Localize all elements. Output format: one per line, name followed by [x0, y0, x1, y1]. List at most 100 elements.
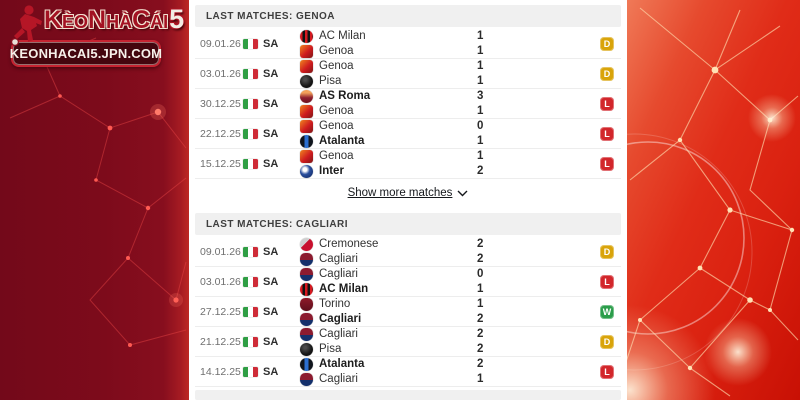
- team-score: 2: [477, 253, 484, 265]
- section-title: LAST MATCHES: GENOA: [206, 10, 335, 22]
- league-code: SA: [263, 157, 279, 170]
- match-row[interactable]: 14.12.25 SA Atalanta 2 Cagliari 1 L: [195, 357, 621, 387]
- genoa-logo-icon: [300, 104, 313, 118]
- league-code: SA: [263, 365, 279, 378]
- site-branding[interactable]: KèoNhàCái 5 KEONHACAI5.JPN.COM: [8, 5, 186, 67]
- as-roma-logo-icon: [300, 89, 313, 103]
- team-name: Genoa: [319, 150, 354, 162]
- italy-flag-icon: [243, 366, 258, 377]
- team-name: Cremonese: [319, 238, 379, 250]
- result-badge: D: [600, 66, 614, 81]
- match-date: 30.12.25: [200, 97, 241, 110]
- team-name: AC Milan: [319, 283, 369, 295]
- italy-flag-icon: [243, 158, 258, 169]
- result-badge: D: [600, 36, 614, 51]
- team-line: Cagliari 2: [300, 312, 621, 326]
- domain-badge[interactable]: KEONHACAI5.JPN.COM: [10, 40, 162, 67]
- teams-cell: Torino 1 Cagliari 2: [300, 297, 621, 326]
- match-date: 03.01.26: [200, 67, 241, 80]
- league-cell: SA: [243, 246, 300, 258]
- cagliari-logo-icon: [300, 252, 313, 266]
- match-date: 03.01.26: [200, 275, 241, 288]
- result-badge: D: [600, 334, 614, 349]
- team-name: AS Roma: [319, 90, 371, 102]
- team-score: 2: [477, 343, 484, 355]
- italy-flag-icon: [243, 246, 258, 257]
- match-row[interactable]: 15.12.25 SA Genoa 1 Inter 2 L: [195, 149, 621, 179]
- match-date: 22.12.25: [200, 127, 241, 140]
- team-score: 1: [477, 135, 484, 147]
- match-row[interactable]: 27.12.25 SA Torino 1 Cagliari 2 W: [195, 297, 621, 327]
- team-name: Genoa: [319, 60, 354, 72]
- match-date: 21.12.25: [200, 335, 241, 348]
- league-cell: SA: [243, 38, 300, 50]
- team-score: 3: [477, 90, 484, 102]
- cremonese-logo-icon: [300, 237, 313, 251]
- teams-cell: Genoa 0 Atalanta 1: [300, 119, 621, 148]
- team-name: Genoa: [319, 105, 354, 117]
- teams-cell: Genoa 1 Inter 2: [300, 149, 621, 178]
- match-row[interactable]: 22.12.25 SA Genoa 0 Atalanta 1 L: [195, 119, 621, 149]
- team-line: Genoa 1: [300, 44, 621, 58]
- team-line: Pisa 2: [300, 342, 621, 356]
- team-name: Inter: [319, 165, 344, 177]
- ac-milan-logo-icon: [300, 29, 313, 43]
- section-title: LAST MATCHES: CAGLIARI: [206, 218, 348, 230]
- team-name: Pisa: [319, 343, 342, 355]
- team-line: Cagliari 2: [300, 327, 621, 341]
- result-badge: W: [600, 304, 614, 319]
- league-code: SA: [263, 275, 279, 288]
- league-cell: SA: [243, 336, 300, 348]
- italy-flag-icon: [243, 38, 258, 49]
- teams-cell: Cagliari 0 AC Milan 1: [300, 267, 621, 296]
- match-row[interactable]: 03.01.26 SA Cagliari 0 AC Milan 1 L: [195, 267, 621, 297]
- match-date: 14.12.25: [200, 365, 241, 378]
- match-date: 15.12.25: [200, 157, 241, 170]
- league-code: SA: [263, 37, 279, 50]
- league-cell: SA: [243, 306, 300, 318]
- team-score: 1: [477, 105, 484, 117]
- match-row[interactable]: 09.01.26 SA AC Milan 1 Genoa 1 D: [195, 29, 621, 59]
- team-name: Cagliari: [319, 313, 362, 325]
- background-right-red: [626, 0, 800, 400]
- team-line: AC Milan 1: [300, 29, 621, 43]
- league-cell: SA: [243, 276, 300, 288]
- teams-cell: AS Roma 3 Genoa 1: [300, 89, 621, 118]
- show-more-link[interactable]: Show more matches: [189, 181, 627, 205]
- result-badge: L: [600, 274, 614, 289]
- team-score: 2: [477, 165, 484, 177]
- match-row[interactable]: 09.01.26 SA Cremonese 2 Cagliari 2 D: [195, 237, 621, 267]
- match-row[interactable]: 21.12.25 SA Cagliari 2 Pisa 2 D: [195, 327, 621, 357]
- team-line: Genoa 1: [300, 104, 621, 118]
- result-badge: L: [600, 126, 614, 141]
- match-row[interactable]: 30.12.25 SA AS Roma 3 Genoa 1 L: [195, 89, 621, 119]
- league-cell: SA: [243, 68, 300, 80]
- team-score: 1: [477, 75, 484, 87]
- result-badge: D: [600, 244, 614, 259]
- team-name: Cagliari: [319, 268, 358, 280]
- result-badge: L: [600, 364, 614, 379]
- team-name: AC Milan: [319, 30, 366, 42]
- match-row[interactable]: 03.01.26 SA Genoa 1 Pisa 1 D: [195, 59, 621, 89]
- team-name: Atalanta: [319, 135, 365, 147]
- pisa-logo-icon: [300, 342, 313, 356]
- team-line: Atalanta 1: [300, 134, 621, 148]
- team-name: Cagliari: [319, 328, 358, 340]
- teams-cell: Cremonese 2 Cagliari 2: [300, 237, 621, 266]
- teams-cell: Cagliari 2 Pisa 2: [300, 327, 621, 356]
- team-line: Atalanta 2: [300, 357, 621, 371]
- team-name: Atalanta: [319, 358, 365, 370]
- section-header: LAST MATCHES: GENOA: [195, 5, 621, 27]
- team-line: Cagliari 1: [300, 372, 621, 386]
- next-section-header-partial: [195, 390, 621, 400]
- team-name: Torino: [319, 298, 351, 310]
- team-score: 0: [477, 268, 484, 280]
- inter-logo-icon: [300, 164, 313, 178]
- teams-cell: Atalanta 2 Cagliari 1: [300, 357, 621, 386]
- italy-flag-icon: [243, 98, 258, 109]
- team-name: Genoa: [319, 45, 354, 57]
- section-header: LAST MATCHES: CAGLIARI: [195, 213, 621, 235]
- teams-cell: AC Milan 1 Genoa 1: [300, 29, 621, 58]
- team-score: 1: [477, 150, 484, 162]
- team-line: Cagliari 2: [300, 252, 621, 266]
